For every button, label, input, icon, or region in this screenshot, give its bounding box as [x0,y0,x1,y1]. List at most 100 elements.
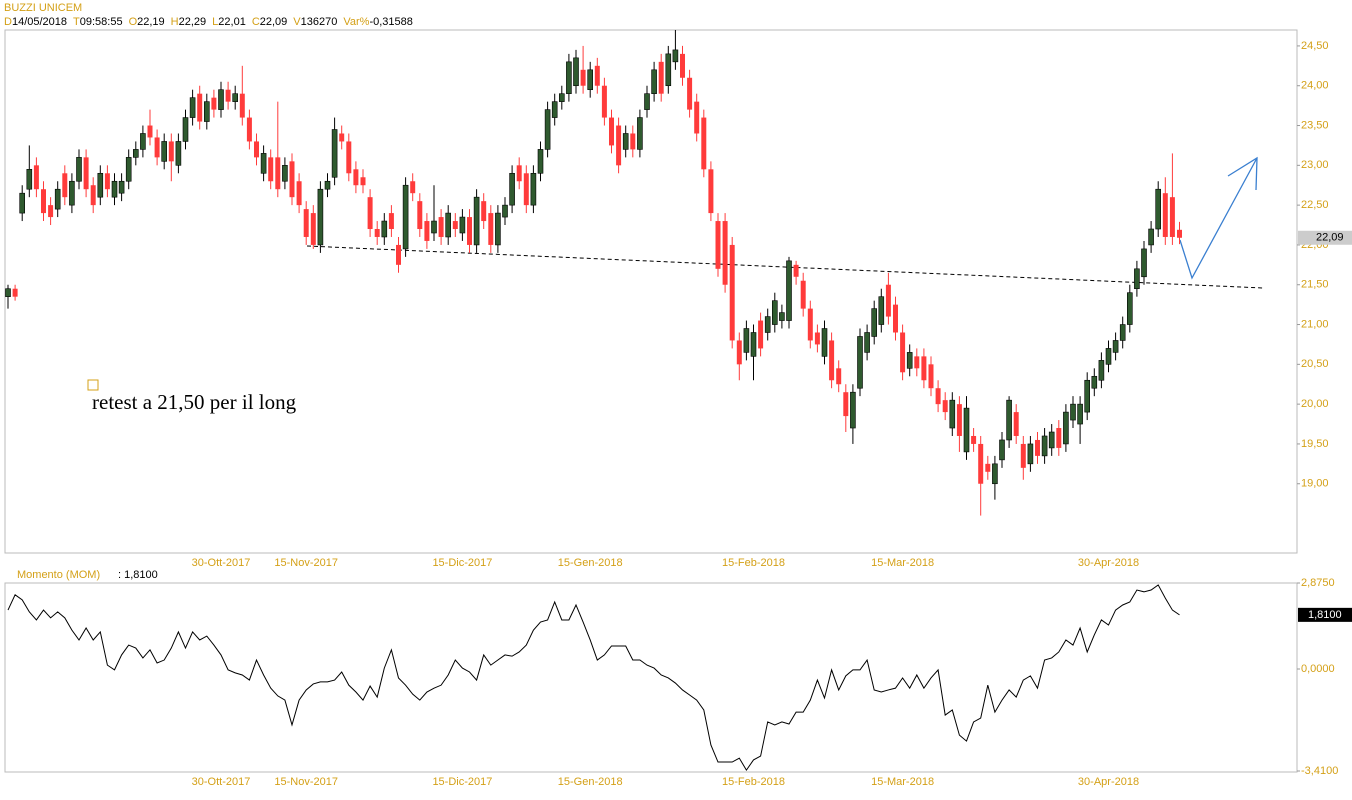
candle-body [97,172,104,198]
candle-body [729,244,735,341]
candle-body [324,180,331,190]
candle-body [821,328,828,357]
candle-body [225,89,231,102]
x-tick-label: 15-Feb-2018 [722,776,785,788]
candle-body [1155,188,1161,230]
candle-body [239,93,245,118]
candle-body [424,221,430,241]
info-label: Var% [343,16,370,28]
candle-body [814,332,820,345]
candle-body [388,213,394,230]
candle-body [367,197,373,230]
info-value: 22,09 [259,16,288,28]
candle-body [963,407,970,453]
candle-body [971,435,977,444]
candle-body [232,93,238,102]
candle-body [1041,435,1048,457]
candle-body [111,180,118,198]
x-tick-label: 30-Apr-2018 [1078,557,1139,569]
candle-body [1148,228,1154,246]
info-label: V [293,16,301,28]
candle-body [573,57,579,87]
candle-body [672,49,679,63]
candle-body [33,165,39,190]
candle-body [587,69,594,91]
candle-body [1169,197,1175,237]
candle-body [467,217,472,245]
y-tick-label: 23,50 [1301,119,1329,131]
y-tick-label: 21,00 [1301,318,1329,330]
candle-body [104,173,110,190]
candle-body [1035,439,1040,456]
candle-body [558,93,565,102]
candle-body [928,364,934,389]
annotation: retest a 21,50 per il long [92,390,297,414]
candle-body [246,117,252,142]
candle-body [1056,428,1062,448]
momentum-line [7,584,1180,772]
candle-body [736,340,742,365]
candle-body [722,221,728,285]
candle-body [687,77,693,110]
candle-body [459,216,466,234]
candle-body [622,133,629,150]
candle-body [609,117,614,146]
candle-body [935,388,941,405]
x-tick-label: 15-Dic-2017 [432,557,492,569]
trend-line [306,245,1264,289]
candle-body [161,141,167,162]
candle-body [296,181,302,206]
candle-body [1134,268,1140,290]
info-label: O [128,16,138,28]
candle-body [282,165,288,182]
candle-body [992,463,998,485]
candle-body [1063,411,1069,445]
x-tick-label: 15-Mar-2018 [871,557,934,569]
candle-body [694,101,700,134]
candle-body [956,404,962,436]
candle-body [885,284,891,317]
candle-body [836,368,842,385]
candle-body [1127,292,1133,325]
candle-body [1084,379,1090,413]
candle-body [1027,443,1034,465]
candle-body [509,172,515,206]
candle-body [644,93,650,110]
info-value: -0,31588 [369,16,413,28]
candle-body [807,308,813,341]
candle-body [211,97,217,110]
y-tick-label: 19,00 [1301,478,1329,490]
candle-body [630,133,636,150]
candle-body [317,188,324,246]
candle-body [69,180,75,206]
candle-body [914,356,920,369]
candle-body [182,117,189,142]
indicator-readout: : 1,8100 [118,569,158,581]
candle-body [1070,403,1076,421]
last-price-label: 22,09 [1316,232,1344,244]
candle-body [154,137,160,158]
price-panel [4,29,1298,554]
info-label: T [73,16,80,28]
y-tick-label: 21,50 [1301,279,1329,291]
candle-body [764,316,771,333]
candle-body [5,288,11,297]
candle-body [1048,431,1055,449]
candle-body [658,61,664,94]
instrument-title: BUZZI UNICEM [4,2,83,14]
candle-body [616,125,622,166]
candle-body [331,129,338,178]
candle-body [381,220,388,238]
candle-body [1098,360,1105,381]
candle-body [850,391,856,429]
candle-body [779,312,785,321]
candle-body [254,141,259,158]
x-tick-label: 30-Ott-2017 [192,776,251,788]
candle-body [168,141,174,162]
x-tick-label: 15-Nov-2017 [274,776,338,788]
candle-body [680,53,685,78]
candle-body [1091,375,1098,389]
candle-body [339,133,345,142]
candle-body [445,212,452,238]
